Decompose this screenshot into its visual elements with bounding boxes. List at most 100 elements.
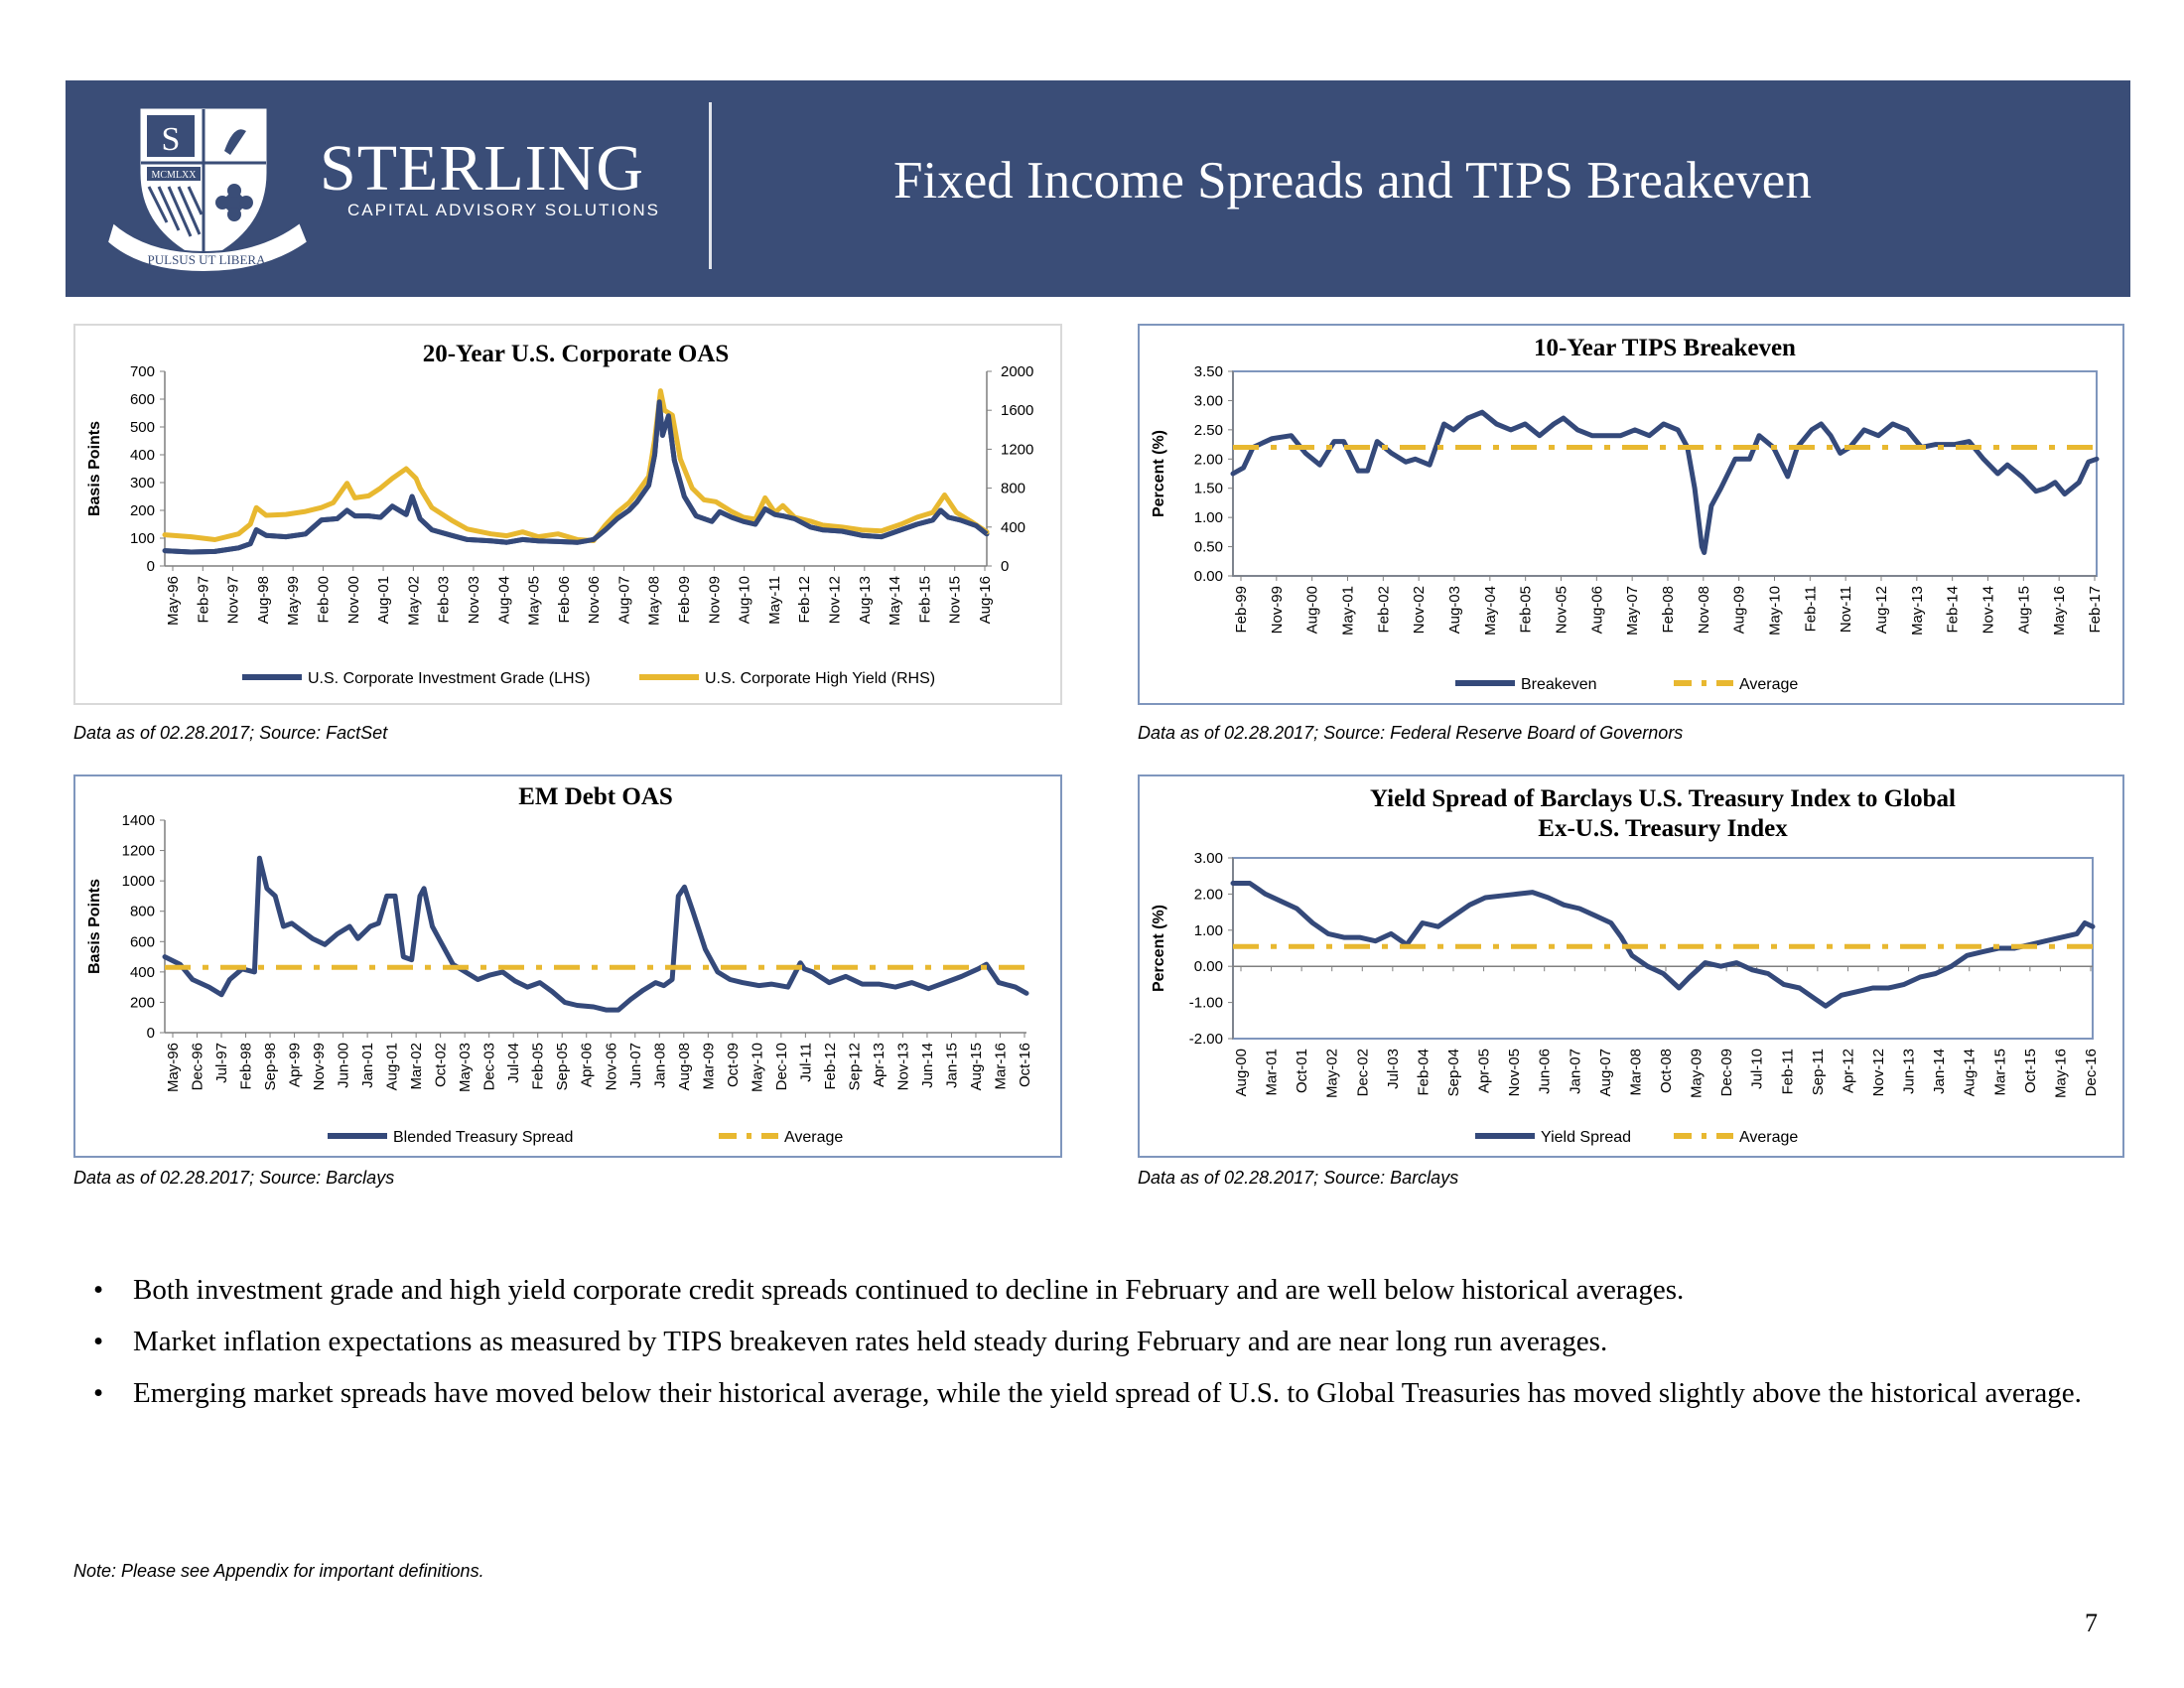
x-tick-label: Aug-07	[1597, 1049, 1614, 1096]
x-tick-label: Apr-13	[871, 1043, 887, 1087]
x-tick-label: Dec-96	[190, 1043, 206, 1090]
y-tick-label: 300	[130, 475, 155, 492]
legend-label: Average	[784, 1129, 843, 1146]
y-tick-label: 1.50	[1194, 481, 1223, 497]
x-tick-label: Jun-00	[336, 1043, 352, 1088]
summary-bullets: Both investment grade and high yield cor…	[89, 1271, 2105, 1426]
legend-label: Yield Spread	[1541, 1129, 1631, 1146]
y-tick-label: 2.50	[1194, 422, 1223, 439]
series-line	[1230, 881, 2096, 1009]
x-tick-label: Jul-11	[797, 1043, 814, 1082]
bullet-item: Both investment grade and high yield cor…	[89, 1271, 2105, 1309]
y-axis-label: Percent (%)	[1151, 905, 1167, 992]
footnote: Note: Please see Appendix for important …	[73, 1561, 484, 1581]
svg-text:S: S	[162, 121, 181, 158]
x-tick-label: Apr-99	[287, 1043, 304, 1087]
x-tick-label: Sep-11	[1810, 1049, 1827, 1095]
y-tick-label: 1400	[122, 812, 155, 829]
x-tick-label: Nov-00	[345, 576, 362, 624]
x-tick-label: Aug-00	[1304, 586, 1321, 633]
x-tick-label: Feb-12	[822, 1043, 839, 1090]
x-tick-label: Nov-99	[1269, 586, 1286, 633]
page-title: Fixed Income Spreads and TIPS Breakeven	[893, 152, 1812, 210]
x-tick-label: May-13	[1909, 586, 1926, 635]
x-tick-label: Feb-11	[1779, 1049, 1796, 1094]
x-tick-label: Aug-13	[857, 576, 874, 624]
x-tick-label: Sep-04	[1445, 1049, 1462, 1096]
y-tick-label: 800	[130, 904, 155, 920]
y-tick-label: 600	[130, 933, 155, 950]
y-tick-label: 200	[130, 994, 155, 1011]
x-tick-label: Aug-00	[1233, 1049, 1250, 1096]
x-tick-label: Nov-03	[466, 576, 482, 624]
x-tick-label: Aug-14	[1962, 1049, 1979, 1096]
y-tick-label: 1200	[122, 843, 155, 860]
legend-label: Average	[1739, 676, 1798, 693]
y-axis-label: Percent (%)	[1151, 430, 1167, 517]
x-tick-label: Aug-03	[1446, 586, 1463, 633]
x-tick-label: Aug-01	[375, 576, 392, 624]
y-tick-label: 2.00	[1194, 451, 1223, 468]
chart-frame	[1138, 324, 2124, 705]
y2-tick-label: 400	[1001, 519, 1025, 536]
x-tick-label: Sep-12	[846, 1043, 863, 1090]
x-tick-label: Nov-12	[827, 576, 844, 624]
x-tick-label: Sep-98	[262, 1043, 279, 1090]
x-tick-label: May-10	[749, 1043, 765, 1092]
chart-title: Ex-U.S. Treasury Index	[1538, 815, 1788, 842]
x-tick-label: Nov-05	[1554, 586, 1570, 633]
x-tick-label: Nov-15	[947, 576, 964, 624]
x-tick-label: Aug-01	[384, 1043, 401, 1090]
x-tick-label: Feb-05	[1518, 586, 1535, 633]
y-tick-label: 0	[147, 1025, 155, 1042]
x-tick-label: May-07	[1624, 586, 1641, 635]
chart-title: Yield Spread of Barclays U.S. Treasury I…	[1370, 785, 1956, 812]
y2-tick-label: 1200	[1001, 441, 1033, 458]
x-tick-label: Feb-11	[1802, 586, 1819, 632]
y-tick-label: 2.00	[1194, 886, 1223, 903]
svg-text:PULSUS UT LIBERA: PULSUS UT LIBERA	[148, 252, 267, 267]
chart-yield-spread: Yield Spread of Barclays U.S. Treasury I…	[1138, 774, 2124, 1158]
x-tick-label: Oct-02	[433, 1043, 450, 1087]
y-tick-label: -1.00	[1189, 995, 1223, 1012]
x-tick-label: Aug-98	[255, 576, 272, 624]
header-banner	[66, 80, 2130, 297]
x-tick-label: Feb-05	[530, 1043, 547, 1090]
x-tick-label: Feb-08	[1660, 586, 1677, 633]
legend-label: Breakeven	[1521, 676, 1597, 693]
chart-panel-corporate-oas: 20-Year U.S. Corporate OAS 0 100 200 300 400 5…	[73, 324, 1062, 705]
x-tick-label: Jun-13	[1901, 1049, 1918, 1094]
series-line	[164, 399, 989, 555]
x-tick-label: Nov-97	[225, 576, 242, 624]
x-tick-label: Aug-06	[1588, 586, 1605, 633]
x-tick-label: Jul-03	[1385, 1049, 1402, 1089]
x-tick-label: Oct-16	[1017, 1043, 1033, 1087]
y-tick-label: 1.00	[1194, 922, 1223, 939]
x-tick-label: Aug-09	[1731, 586, 1748, 633]
y2-tick-label: 0	[1001, 558, 1009, 575]
chart-title: EM Debt OAS	[518, 783, 673, 810]
x-tick-label: May-16	[2051, 586, 2068, 635]
x-tick-label: Nov-12	[1870, 1049, 1887, 1096]
x-tick-label: Feb-03	[436, 576, 453, 624]
y2-tick-label: 800	[1001, 481, 1025, 497]
x-tick-label: Aug-16	[977, 576, 994, 624]
x-tick-label: May-16	[2052, 1049, 2069, 1098]
y-tick-label: 1000	[122, 873, 155, 890]
x-tick-label: Feb-06	[556, 576, 573, 624]
legend-label: U.S. Corporate Investment Grade (LHS)	[308, 670, 591, 687]
bullet-item: Emerging market spreads have moved below…	[89, 1374, 2105, 1412]
x-tick-label: Feb-98	[238, 1043, 255, 1090]
x-tick-label: Aug-10	[737, 576, 753, 624]
x-tick-label: Feb-97	[195, 576, 211, 624]
y-tick-label: 600	[130, 391, 155, 408]
chart-em-debt-oas: EM Debt OAS 0 200 400 600 800 1000 1200 1400 Basi…	[73, 774, 1062, 1158]
x-tick-label: May-14	[887, 576, 903, 626]
x-tick-label: Nov-06	[586, 576, 603, 624]
x-tick-label: May-08	[646, 576, 663, 626]
chart-panel-yield-spread: Yield Spread of Barclays U.S. Treasury I…	[1138, 774, 2124, 1158]
x-tick-label: May-01	[1340, 586, 1357, 635]
x-tick-label: May-96	[165, 1043, 182, 1092]
x-tick-label: Nov-99	[311, 1043, 328, 1090]
x-tick-label: May-02	[405, 576, 422, 626]
